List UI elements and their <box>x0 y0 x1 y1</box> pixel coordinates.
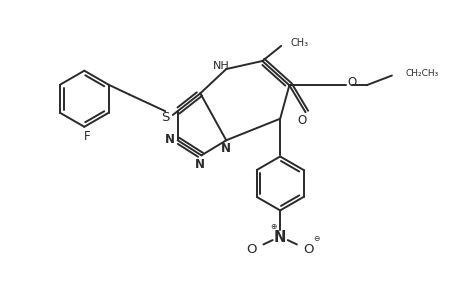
Text: N: N <box>195 158 205 170</box>
Text: CH₂CH₃: CH₂CH₃ <box>404 69 437 78</box>
Text: N: N <box>274 230 286 245</box>
Text: S: S <box>161 111 169 124</box>
Text: O: O <box>347 76 356 89</box>
Text: NH: NH <box>212 61 229 71</box>
Text: N: N <box>165 133 175 146</box>
Text: O: O <box>303 243 313 256</box>
Text: ⊕: ⊕ <box>270 222 276 231</box>
Text: O: O <box>297 114 306 128</box>
Text: N: N <box>221 142 231 155</box>
Text: CH₃: CH₃ <box>291 38 308 48</box>
Text: O: O <box>246 243 256 256</box>
Text: F: F <box>84 130 90 143</box>
Text: ⊖: ⊖ <box>313 234 319 243</box>
